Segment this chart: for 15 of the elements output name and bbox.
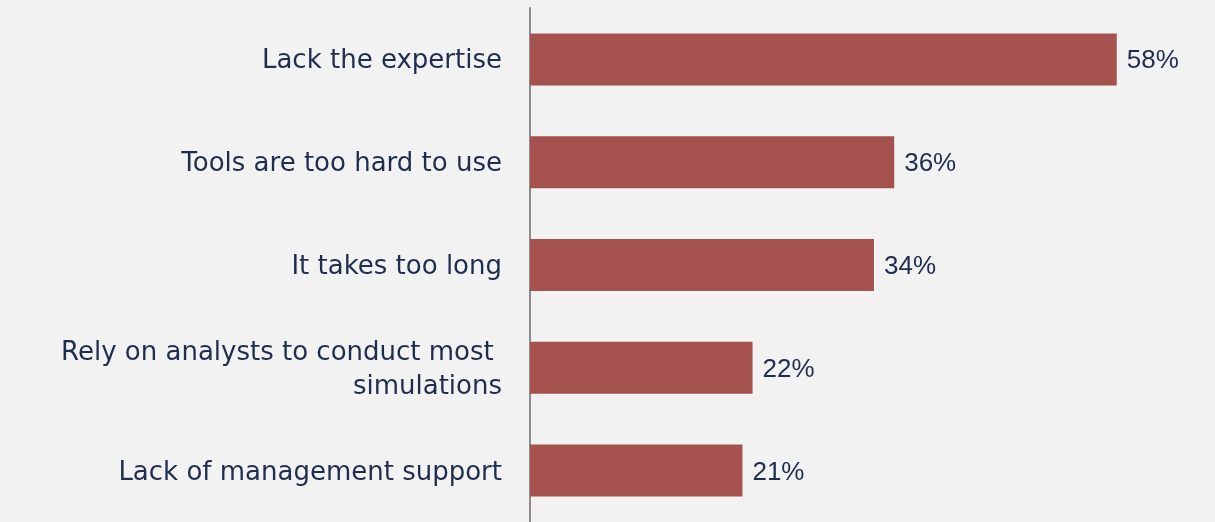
y-tick-label: It takes too long: [291, 250, 502, 280]
bar: [530, 33, 1117, 86]
y-tick-label: Tools are too hard to use: [180, 147, 502, 178]
y-tick-label: Rely on analysts to conduct most simulations: [61, 335, 502, 400]
y-tick-label: Lack of management support: [118, 455, 502, 486]
y-tick-label: Lack the expertise: [261, 44, 502, 75]
bar: [530, 341, 753, 394]
data-label: 36%: [904, 147, 957, 178]
data-label: 22%: [762, 352, 815, 383]
bar: [530, 239, 874, 291]
data-label: 21%: [752, 455, 805, 486]
data-label: 34%: [883, 250, 937, 280]
data-label: 58%: [1126, 44, 1179, 75]
bar: [530, 444, 743, 497]
bar: [530, 136, 895, 189]
